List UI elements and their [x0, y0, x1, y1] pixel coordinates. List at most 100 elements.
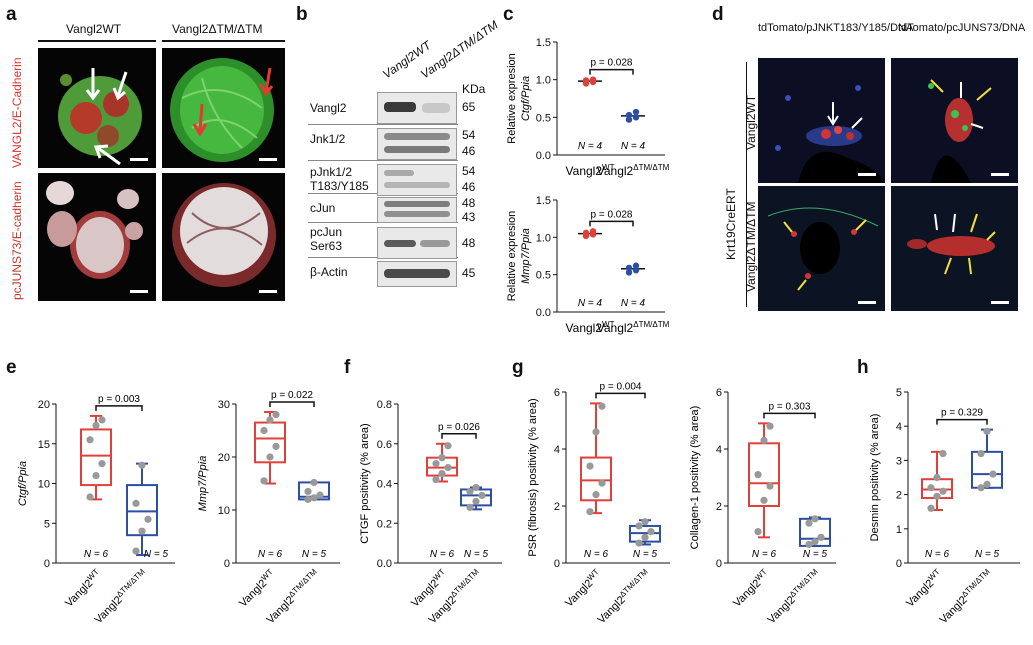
y-tick-label: 0.0: [377, 558, 392, 570]
y-tick-label: 1.0: [536, 232, 551, 244]
kda-cjun-2: 43: [462, 210, 476, 224]
data-point: [98, 416, 106, 424]
micrograph-a-mut-vangl2: [162, 48, 285, 168]
y-tick-label: 0.6: [377, 439, 392, 451]
micrograph-d-wt-jun: [891, 58, 1018, 183]
y-tick-label: 0.0: [536, 307, 551, 319]
significance-bracket: [595, 392, 646, 399]
y-tick-label: 0: [224, 558, 230, 570]
kda-vangl2: 65: [462, 100, 476, 114]
data-point: [272, 411, 280, 419]
n-label: N = 6: [925, 549, 950, 560]
data-point: [592, 428, 600, 436]
n-label: N = 4: [621, 141, 646, 152]
kda-pcjun: 48: [462, 236, 476, 250]
d-col-jun: tdTomato/pcJUNS73/DNA: [898, 22, 1026, 34]
kda-actin: 45: [462, 266, 476, 280]
data-point: [266, 416, 274, 424]
n-label: N = 6: [258, 549, 283, 560]
significance-bracket: [936, 418, 988, 425]
x-category-label: Vangl2WT: [62, 567, 104, 609]
y-tick-label: 0.5: [536, 112, 551, 124]
data-point: [304, 487, 312, 496]
data-point: [586, 508, 594, 516]
data-point: [472, 483, 480, 492]
data-point: [582, 77, 590, 84]
data-point: [641, 533, 649, 541]
kda-pjnk-2: 46: [462, 180, 476, 194]
micrograph-d-mut-jnk: [758, 186, 885, 311]
data-point: [444, 442, 452, 450]
micrograph-a-mut-pcjun: [162, 173, 285, 301]
significance-bracket: [269, 401, 315, 407]
data-point: [144, 515, 152, 523]
y-tick-label: 5: [896, 387, 902, 399]
data-point: [466, 487, 474, 496]
data-point: [316, 491, 324, 499]
data-point: [589, 228, 597, 235]
data-point: [647, 528, 655, 536]
data-point: [586, 462, 594, 470]
data-point: [760, 436, 768, 445]
data-point: [632, 262, 640, 269]
data-point: [625, 116, 633, 123]
a-col-mut-rule: [162, 40, 285, 42]
data-point: [86, 493, 94, 501]
n-label: N = 6: [752, 549, 777, 560]
p-value-label: p = 0.022: [271, 390, 313, 401]
box: [126, 484, 158, 537]
y-axis-label: Desmin positivity (% area): [869, 414, 881, 542]
n-label: N = 5: [302, 549, 327, 560]
n-label: N = 6: [84, 549, 109, 560]
data-point: [138, 461, 146, 469]
y-tick-label: 20: [218, 452, 230, 464]
data-point: [478, 491, 486, 500]
blot-label-jnk: Jnk1/2: [310, 132, 346, 146]
data-point: [260, 426, 268, 435]
data-point: [933, 492, 941, 500]
y-tick-label: 0.0: [536, 150, 551, 162]
panel-label-e: e: [6, 357, 17, 378]
data-point: [754, 471, 762, 479]
y-tick-label: 2: [896, 490, 902, 502]
y-tick-label: 30: [218, 399, 230, 411]
data-point: [641, 518, 649, 526]
data-point: [92, 471, 100, 480]
y-tick-label: 10: [218, 505, 230, 517]
data-point: [444, 464, 452, 472]
n-label: N = 5: [633, 549, 658, 560]
y-axis-label: Ctgf/Ppia: [520, 76, 532, 121]
y-tick-label: 20: [38, 399, 50, 411]
data-point: [805, 519, 813, 527]
blot-label-vangl2: Vangl2: [310, 101, 347, 115]
data-point: [805, 540, 813, 549]
data-point: [582, 229, 590, 237]
data-point: [589, 76, 597, 83]
x-category-label: Vangl2ΔTM/ΔTM: [594, 567, 653, 626]
data-point: [310, 478, 318, 487]
data-point: [766, 422, 774, 430]
n-label: N = 4: [621, 298, 646, 309]
data-point: [754, 528, 762, 536]
data-point: [983, 480, 991, 488]
data-point: [92, 421, 100, 430]
data-point: [766, 482, 774, 490]
blot-label-pjnk: pJnk1/2 T183/Y185: [310, 165, 369, 193]
y-axis-label: Relative expresion: [506, 53, 518, 144]
blot-divider: [308, 160, 458, 161]
data-point: [598, 479, 606, 487]
data-point: [632, 266, 640, 274]
data-point: [432, 475, 440, 484]
data-point: [466, 503, 474, 511]
y-tick-label: 0: [554, 558, 560, 570]
panel-label-g: g: [512, 357, 524, 378]
significance-bracket: [589, 68, 634, 75]
data-point: [635, 522, 643, 530]
kda-jnk-2: 46: [462, 144, 476, 158]
panel-label-h: h: [857, 357, 869, 378]
p-value-label: p = 0.028: [591, 58, 633, 69]
blot-strip-vangl2: [377, 92, 457, 124]
data-point: [939, 449, 947, 458]
x-category-label: Vangl2WT: [236, 567, 278, 609]
significance-bracket: [763, 412, 816, 419]
